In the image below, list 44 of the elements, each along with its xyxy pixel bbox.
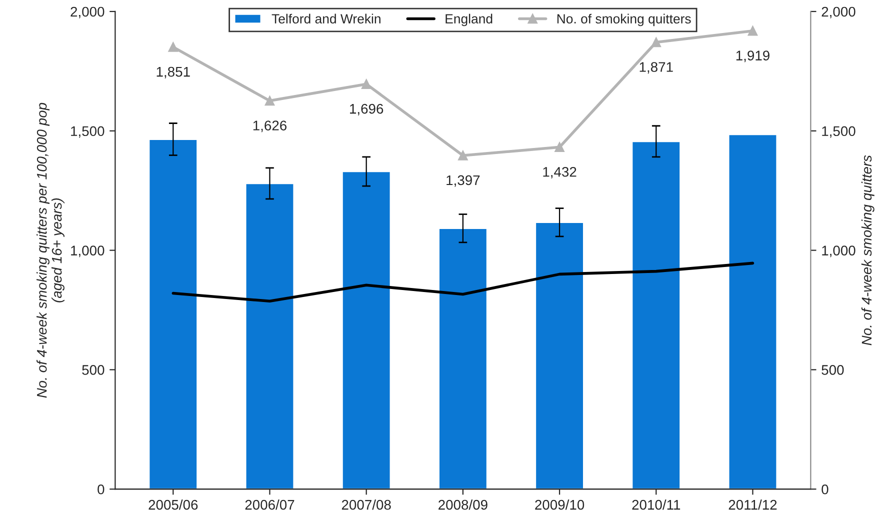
y2-tick-label: 0 (822, 484, 828, 494)
data-label: 1,432 (543, 166, 576, 178)
bar (631, 140, 681, 490)
x-tick-label: 2008/09 (438, 500, 488, 510)
data-label: 1,626 (253, 120, 287, 132)
line-series (172, 262, 754, 303)
x-tick-label: 2011/12 (728, 500, 777, 510)
point (361, 79, 372, 89)
point (748, 26, 758, 36)
point (458, 150, 468, 160)
data-label: 1,919 (736, 50, 770, 62)
x-tick-label: 2010/11 (632, 500, 680, 510)
y-tick-label: 2,000 (70, 6, 104, 18)
data-label: 1,851 (156, 66, 190, 78)
bar (534, 222, 584, 490)
y-tick-label: 0 (98, 484, 104, 494)
bar (728, 134, 778, 490)
y2-tick-label: 500 (822, 365, 844, 375)
point (168, 42, 178, 52)
y2-tick-label: 1,000 (822, 246, 856, 258)
data-label: 1,397 (446, 175, 480, 187)
legend-label: No. of smoking quitters (557, 14, 691, 26)
y-tick-label: 1,000 (71, 246, 104, 258)
y2-tick-label: 2,000 (822, 6, 856, 18)
y-axis-title: No. of 4-week smoking quitters per 100,000 pop (aged 16+ years) (36, 102, 64, 398)
y-tick-label: 500 (82, 365, 104, 375)
bar (341, 170, 392, 490)
point (554, 142, 564, 152)
bar (438, 228, 488, 490)
x-tick-label: 2009/10 (535, 500, 584, 510)
x-tick-label: 2005/06 (148, 500, 198, 510)
point (264, 96, 275, 106)
x-tick-label: 2007/08 (342, 500, 391, 510)
y-tick-label: 1,500 (71, 126, 104, 138)
bar (148, 138, 198, 490)
x-tick-label: 2006/07 (245, 500, 294, 510)
legend-label: England (446, 14, 492, 26)
y2-axis-title: No. of 4-week smoking quitters (861, 155, 874, 346)
y2-tick-label: 1,500 (822, 126, 856, 138)
point (651, 37, 661, 48)
legend-label: Telford and Wrekin (272, 14, 380, 24)
bar (244, 182, 295, 490)
data-label: 1,696 (350, 104, 384, 116)
data-label: 1,871 (640, 62, 673, 74)
